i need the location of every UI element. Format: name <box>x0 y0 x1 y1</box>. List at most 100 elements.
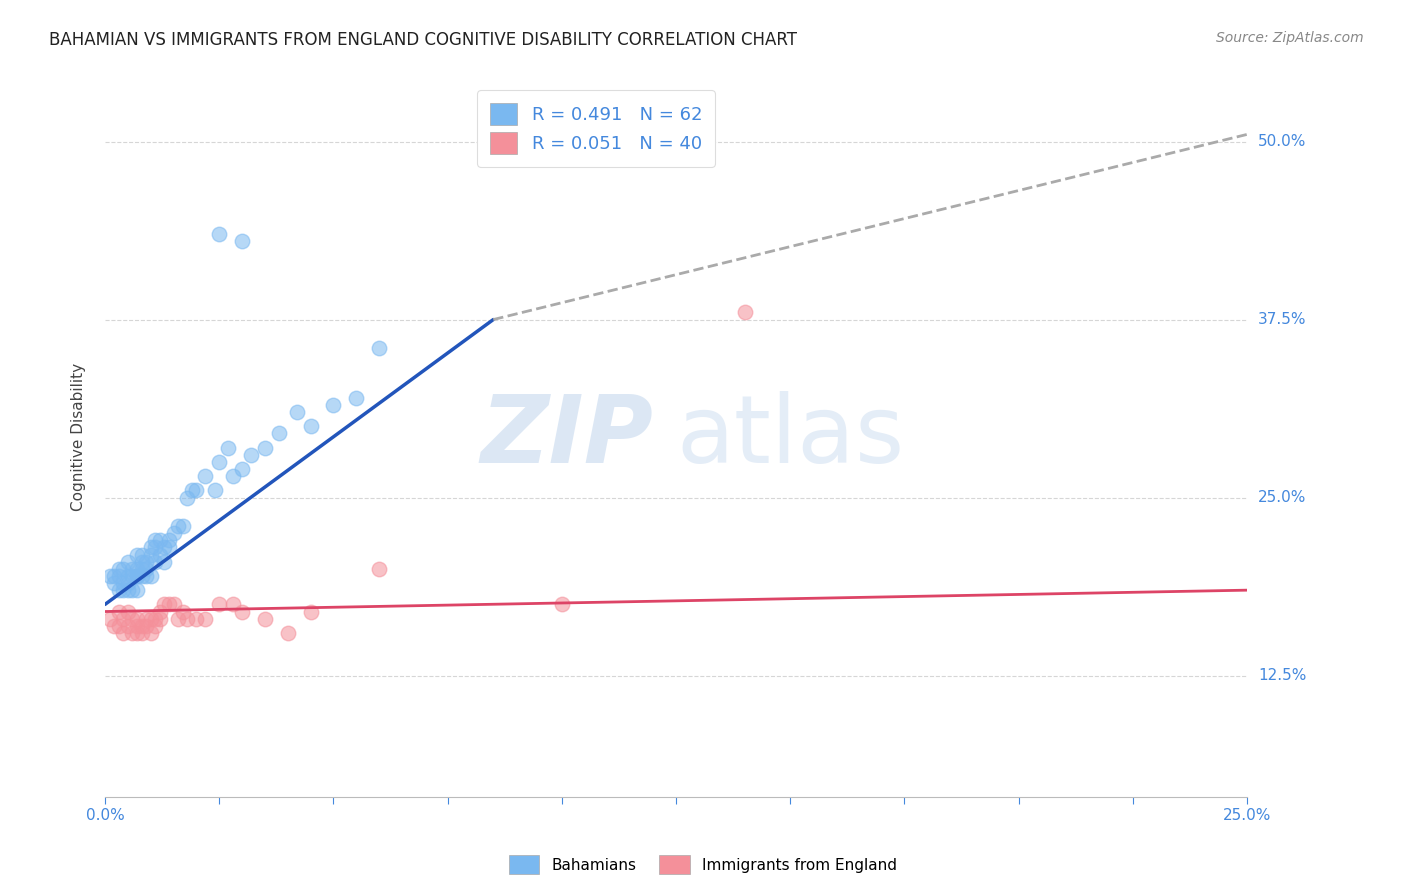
Point <box>172 605 194 619</box>
Point <box>176 612 198 626</box>
Point <box>157 541 180 555</box>
Point <box>277 626 299 640</box>
Legend: R = 0.491   N = 62, R = 0.051   N = 40: R = 0.491 N = 62, R = 0.051 N = 40 <box>478 90 714 167</box>
Point <box>125 548 148 562</box>
Text: atlas: atlas <box>676 391 904 483</box>
Point <box>139 548 162 562</box>
Text: Source: ZipAtlas.com: Source: ZipAtlas.com <box>1216 31 1364 45</box>
Point <box>299 419 322 434</box>
Point <box>231 234 253 248</box>
Point <box>149 533 172 548</box>
Text: 37.5%: 37.5% <box>1258 312 1306 327</box>
Point <box>322 398 344 412</box>
Point <box>149 605 172 619</box>
Point <box>208 227 231 241</box>
Point <box>112 562 135 576</box>
Point <box>131 626 153 640</box>
Text: BAHAMIAN VS IMMIGRANTS FROM ENGLAND COGNITIVE DISABILITY CORRELATION CHART: BAHAMIAN VS IMMIGRANTS FROM ENGLAND COGN… <box>49 31 797 49</box>
Point <box>121 612 143 626</box>
Legend: Bahamians, Immigrants from England: Bahamians, Immigrants from England <box>503 849 903 880</box>
Point <box>153 541 176 555</box>
Point <box>186 612 208 626</box>
Point <box>143 619 166 633</box>
Point <box>204 483 226 498</box>
Point <box>231 462 253 476</box>
Point <box>125 612 148 626</box>
Text: 25.0%: 25.0% <box>1258 490 1306 505</box>
Point <box>117 583 139 598</box>
Point <box>157 533 180 548</box>
Point <box>217 441 239 455</box>
Point <box>125 569 148 583</box>
Point <box>186 483 208 498</box>
Point <box>135 555 157 569</box>
Point <box>107 619 129 633</box>
Point <box>139 612 162 626</box>
Point <box>103 619 125 633</box>
Point <box>167 612 190 626</box>
Point <box>117 569 139 583</box>
Point <box>143 533 166 548</box>
Point <box>143 612 166 626</box>
Point <box>149 548 172 562</box>
Point <box>112 626 135 640</box>
Point <box>112 576 135 591</box>
Point <box>299 605 322 619</box>
Point <box>131 619 153 633</box>
Point <box>139 626 162 640</box>
Point <box>107 569 129 583</box>
Point <box>125 619 148 633</box>
Point <box>157 598 180 612</box>
Point <box>253 441 276 455</box>
Point <box>344 391 367 405</box>
Point <box>107 562 129 576</box>
Point <box>240 448 263 462</box>
Text: 50.0%: 50.0% <box>1258 134 1306 149</box>
Point <box>98 569 121 583</box>
Point <box>117 555 139 569</box>
Point <box>222 598 245 612</box>
Point <box>734 305 756 319</box>
Point <box>121 583 143 598</box>
Point <box>135 562 157 576</box>
Point <box>143 541 166 555</box>
Point <box>176 491 198 505</box>
Point <box>368 562 391 576</box>
Point <box>135 612 157 626</box>
Point <box>117 619 139 633</box>
Point <box>208 598 231 612</box>
Point <box>135 619 157 633</box>
Point <box>222 469 245 483</box>
Point <box>143 555 166 569</box>
Point <box>131 548 153 562</box>
Point <box>135 569 157 583</box>
Point <box>153 598 176 612</box>
Point <box>285 405 308 419</box>
Point <box>162 598 184 612</box>
Point <box>112 583 135 598</box>
Point <box>112 612 135 626</box>
Point <box>121 569 143 583</box>
Point <box>117 576 139 591</box>
Point <box>194 469 217 483</box>
Point <box>103 576 125 591</box>
Point <box>139 569 162 583</box>
Y-axis label: Cognitive Disability: Cognitive Disability <box>72 363 86 511</box>
Point <box>139 541 162 555</box>
Point <box>131 555 153 569</box>
Point <box>368 341 391 355</box>
Point <box>125 562 148 576</box>
Point <box>172 519 194 533</box>
Point <box>253 612 276 626</box>
Text: 12.5%: 12.5% <box>1258 668 1306 683</box>
Point <box>267 426 290 441</box>
Point <box>208 455 231 469</box>
Point <box>98 612 121 626</box>
Point <box>107 583 129 598</box>
Point <box>131 569 153 583</box>
Point <box>551 598 574 612</box>
Point <box>121 626 143 640</box>
Text: ZIP: ZIP <box>481 391 654 483</box>
Point <box>180 483 202 498</box>
Point <box>131 562 153 576</box>
